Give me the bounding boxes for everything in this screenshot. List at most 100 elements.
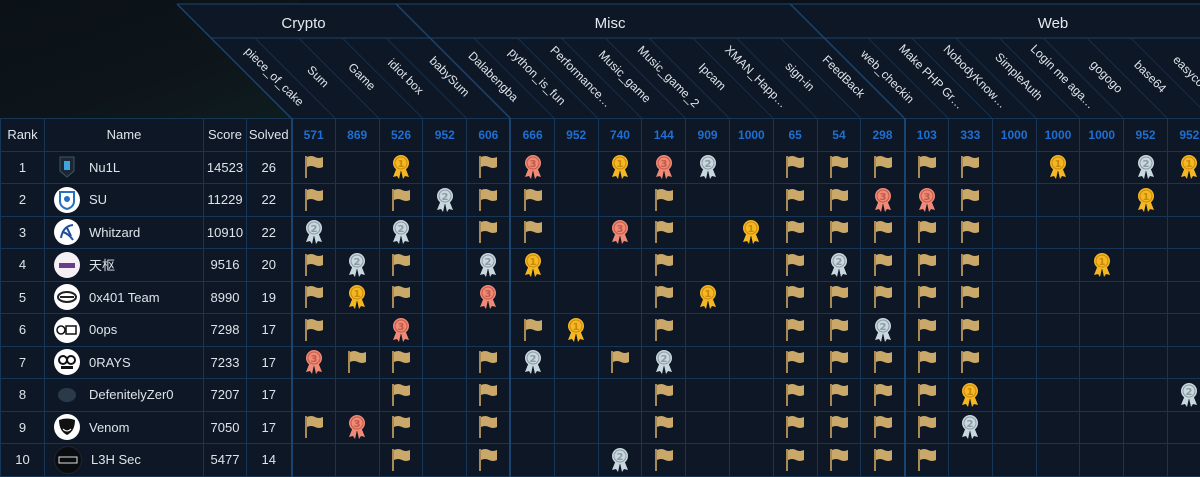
flag-icon (917, 285, 937, 309)
team-logo (54, 284, 80, 310)
svg-text:2: 2 (354, 257, 361, 268)
solve-cell (686, 216, 730, 249)
challenge-points[interactable]: 1000 (992, 119, 1036, 152)
team-name[interactable]: Nu1L (89, 160, 120, 175)
flag-icon (960, 188, 980, 212)
challenge-points[interactable]: 333 (948, 119, 992, 152)
solved-cell: 17 (247, 346, 292, 379)
solve-cell (292, 411, 336, 444)
gold-medal-icon: 1 (609, 154, 631, 180)
team-name-cell[interactable]: Venom (45, 411, 204, 444)
svg-text:1: 1 (704, 289, 711, 300)
solve-cell (292, 281, 336, 314)
gold-medal-icon: 1 (1135, 187, 1157, 213)
challenge-points[interactable]: 869 (335, 119, 379, 152)
team-name[interactable]: 0x401 Team (89, 290, 160, 305)
solve-cell (773, 379, 817, 412)
team-name-cell[interactable]: SU (45, 184, 204, 217)
solve-cell (1124, 444, 1168, 477)
table-row: 7 0RAYS 7233 17 3 2 2 (1, 346, 1200, 379)
team-name[interactable]: 0RAYS (89, 355, 131, 370)
challenge-points[interactable]: 952 (1124, 119, 1168, 152)
challenge-points[interactable]: 952 (423, 119, 467, 152)
solved-cell: 19 (247, 281, 292, 314)
solve-cell (905, 411, 949, 444)
team-name[interactable]: 0ops (89, 322, 117, 337)
flag-icon (478, 155, 498, 179)
challenge-points[interactable]: 1000 (1036, 119, 1080, 152)
flag-icon (873, 285, 893, 309)
solve-cell (861, 151, 905, 184)
flag-icon (391, 448, 411, 472)
solve-cell (729, 379, 773, 412)
team-name[interactable]: SU (89, 192, 107, 207)
challenge-points[interactable]: 144 (642, 119, 686, 152)
flag-icon (873, 415, 893, 439)
challenge-points[interactable]: 103 (905, 119, 949, 152)
team-name-cell[interactable]: 0x401 Team (45, 281, 204, 314)
solve-cell (948, 249, 992, 282)
team-name-cell[interactable]: 天枢 (45, 249, 204, 282)
team-name[interactable]: L3H Sec (91, 452, 141, 467)
team-name-cell[interactable]: L3H Sec (45, 444, 204, 477)
challenge-points[interactable]: 1000 (1080, 119, 1124, 152)
solve-cell (729, 411, 773, 444)
team-name[interactable]: DefenitelyZer0 (89, 387, 174, 402)
solve-cell (686, 444, 730, 477)
solve-cell (1036, 249, 1080, 282)
challenge-points[interactable]: 740 (598, 119, 642, 152)
team-name[interactable]: Whitzard (89, 225, 140, 240)
solve-cell (861, 346, 905, 379)
solve-cell: 2 (467, 249, 511, 282)
challenge-points[interactable]: 54 (817, 119, 861, 152)
rank-cell: 10 (1, 444, 45, 477)
solve-cell (335, 379, 379, 412)
team-name[interactable]: Venom (89, 420, 129, 435)
solve-cell (992, 444, 1036, 477)
bronze-medal-icon: 3 (609, 219, 631, 245)
solve-cell (1167, 249, 1200, 282)
solve-cell: 2 (423, 184, 467, 217)
challenge-points[interactable]: 952 (554, 119, 598, 152)
solve-cell (423, 151, 467, 184)
solve-cell (992, 379, 1036, 412)
team-logo (54, 252, 80, 278)
challenge-points[interactable]: 571 (292, 119, 336, 152)
solve-cell (1167, 184, 1200, 217)
solve-cell (817, 444, 861, 477)
challenge-points[interactable]: 298 (861, 119, 905, 152)
flag-icon (654, 220, 674, 244)
challenge-points[interactable]: 909 (686, 119, 730, 152)
solve-cell (773, 184, 817, 217)
team-name-cell[interactable]: 0RAYS (45, 346, 204, 379)
team-name-cell[interactable]: Nu1L (45, 151, 204, 184)
flag-icon (785, 220, 805, 244)
solve-cell (817, 216, 861, 249)
team-name-cell[interactable]: Whitzard (45, 216, 204, 249)
silver-medal-icon: 2 (1135, 154, 1157, 180)
team-name-cell[interactable]: DefenitelyZer0 (45, 379, 204, 412)
rank-header: Rank (1, 119, 45, 152)
team-name[interactable]: 天枢 (89, 255, 115, 274)
flag-icon (391, 253, 411, 277)
solve-cell (423, 444, 467, 477)
flag-icon (829, 415, 849, 439)
flag-icon (523, 188, 543, 212)
challenge-points[interactable]: 606 (467, 119, 511, 152)
gold-medal-icon: 1 (1047, 154, 1069, 180)
flag-icon (960, 155, 980, 179)
challenge-points[interactable]: 666 (510, 119, 554, 152)
svg-text:1: 1 (529, 257, 536, 268)
team-name-cell[interactable]: 0ops (45, 314, 204, 347)
challenge-points[interactable]: 1000 (729, 119, 773, 152)
solve-cell (423, 281, 467, 314)
challenge-points[interactable]: 952 (1167, 119, 1200, 152)
flag-icon (960, 350, 980, 374)
solved-cell: 17 (247, 411, 292, 444)
challenge-points[interactable]: 526 (379, 119, 423, 152)
bronze-medal-icon: 3 (522, 154, 544, 180)
challenge-points[interactable]: 65 (773, 119, 817, 152)
solve-cell (905, 444, 949, 477)
bronze-medal-icon: 3 (916, 187, 938, 213)
solve-cell (729, 184, 773, 217)
